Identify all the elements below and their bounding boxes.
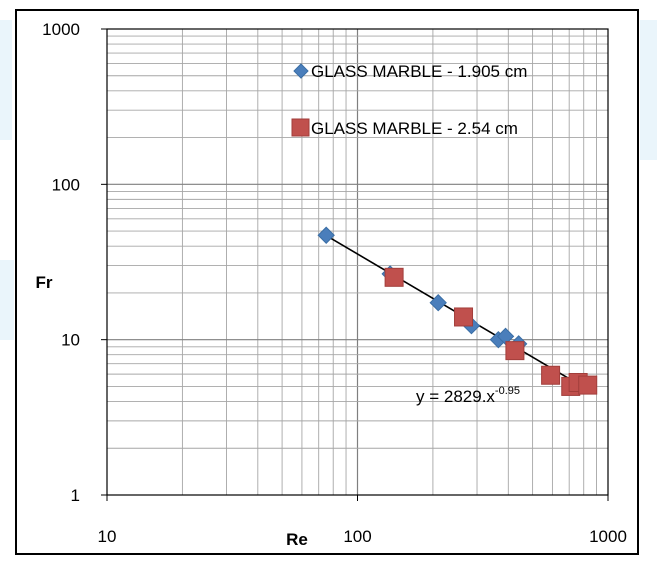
y-tick-label: 1000 (42, 20, 80, 39)
y-tick-label: 10 (61, 331, 80, 350)
legend: GLASS MARBLE - 1.905 cm GLASS MARBLE - 2… (291, 62, 527, 138)
background-decoration (0, 20, 657, 340)
legend-label-series-2: GLASS MARBLE - 2.54 cm (311, 119, 518, 138)
x-axis-label: Re (286, 530, 308, 549)
x-tick-label: 100 (343, 527, 371, 546)
data-point-series-2 (384, 267, 404, 287)
x-tick-label: 10 (98, 527, 117, 546)
trendline-equation-base: y = 2829.x (416, 387, 495, 406)
axis-ticks: 10 100 1000 1 10 100 1000 (42, 20, 627, 546)
y-axis-label: Fr (36, 273, 53, 292)
data-point-series-1 (317, 226, 335, 244)
data-point-series-2 (505, 341, 525, 361)
grid (107, 29, 608, 495)
data-points (317, 226, 598, 396)
trendline-equation-exponent: -0.95 (495, 385, 520, 397)
legend-marker-diamond (293, 63, 309, 79)
data-point-series-1 (429, 293, 447, 312)
legend-label-series-1: GLASS MARBLE - 1.905 cm (311, 62, 527, 81)
legend-marker-square (291, 118, 310, 137)
y-tick-label: 100 (52, 175, 80, 194)
data-point-series-2 (578, 375, 598, 395)
data-point-series-2 (454, 307, 474, 327)
chart-border (15, 9, 639, 555)
trendline-equation: y = 2829.x-0.95 (416, 385, 520, 406)
y-tick-label: 1 (71, 486, 80, 505)
data-point-series-2 (541, 365, 561, 385)
x-tick-label: 1000 (589, 527, 627, 546)
